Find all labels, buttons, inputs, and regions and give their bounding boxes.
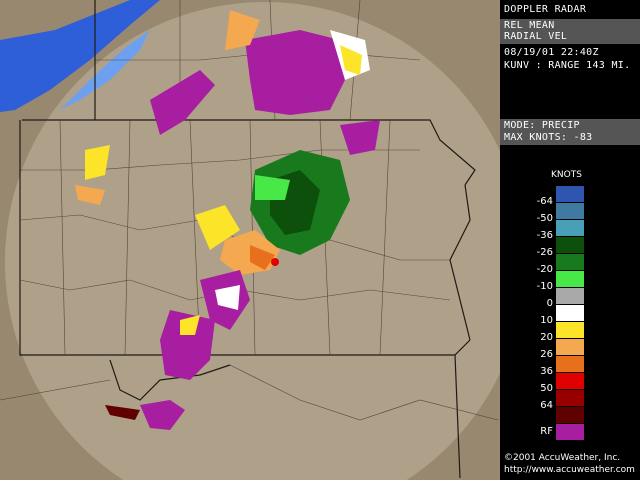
legend-swatch	[556, 203, 584, 220]
max-knots: MAX KNOTS: -83	[504, 132, 593, 143]
legend-swatch	[556, 407, 584, 424]
product-line2: RADIAL VEL	[504, 31, 568, 42]
legend-title: KNOTS	[551, 170, 582, 180]
legend-swatch	[556, 390, 584, 407]
legend-swatch	[556, 288, 584, 305]
station-range: KUNV : RANGE 143 MI.	[504, 60, 631, 71]
legend-label: 26	[540, 349, 553, 360]
legend-label: RF	[540, 426, 553, 437]
legend-swatch	[556, 237, 584, 254]
legend-swatch	[556, 254, 584, 271]
copyright: ©2001 AccuWeather, Inc.	[504, 453, 621, 463]
product-box: REL MEAN RADIAL VEL	[500, 19, 640, 44]
lake-erie-lit	[60, 30, 150, 110]
legend-label: -36	[536, 230, 553, 241]
legend-swatch	[556, 356, 584, 373]
legend-label: 36	[540, 366, 553, 377]
legend-swatch	[556, 271, 584, 288]
legend-label: 50	[540, 383, 553, 394]
mode-box: MODE: PRECIP MAX KNOTS: -83	[500, 119, 640, 145]
timestamp: 08/19/01 22:40Z	[504, 47, 599, 58]
radar-map	[0, 0, 500, 480]
legend-swatch	[556, 322, 584, 339]
legend-label: -50	[536, 213, 553, 224]
product-line1: REL MEAN	[504, 20, 555, 31]
legend-label: 10	[540, 315, 553, 326]
legend-label: 20	[540, 332, 553, 343]
precipitation-echoes	[75, 10, 380, 430]
legend-swatch	[556, 305, 584, 322]
legend-label: 0	[546, 298, 553, 309]
legend-swatch	[556, 424, 584, 441]
legend-swatch	[556, 220, 584, 237]
legend-swatch	[556, 339, 584, 356]
panel-title: DOPPLER RADAR	[504, 4, 587, 15]
legend-label: -20	[536, 264, 553, 275]
legend-swatch	[556, 373, 584, 390]
mode: MODE: PRECIP	[504, 120, 580, 131]
legend-label: 64	[540, 400, 553, 411]
legend-label: -64	[536, 196, 553, 207]
website-link[interactable]: http://www.accuweather.com	[504, 465, 635, 475]
legend-label: -10	[536, 281, 553, 292]
lake-erie	[0, 0, 160, 112]
legend-swatch	[556, 186, 584, 203]
legend-label: -26	[536, 247, 553, 258]
